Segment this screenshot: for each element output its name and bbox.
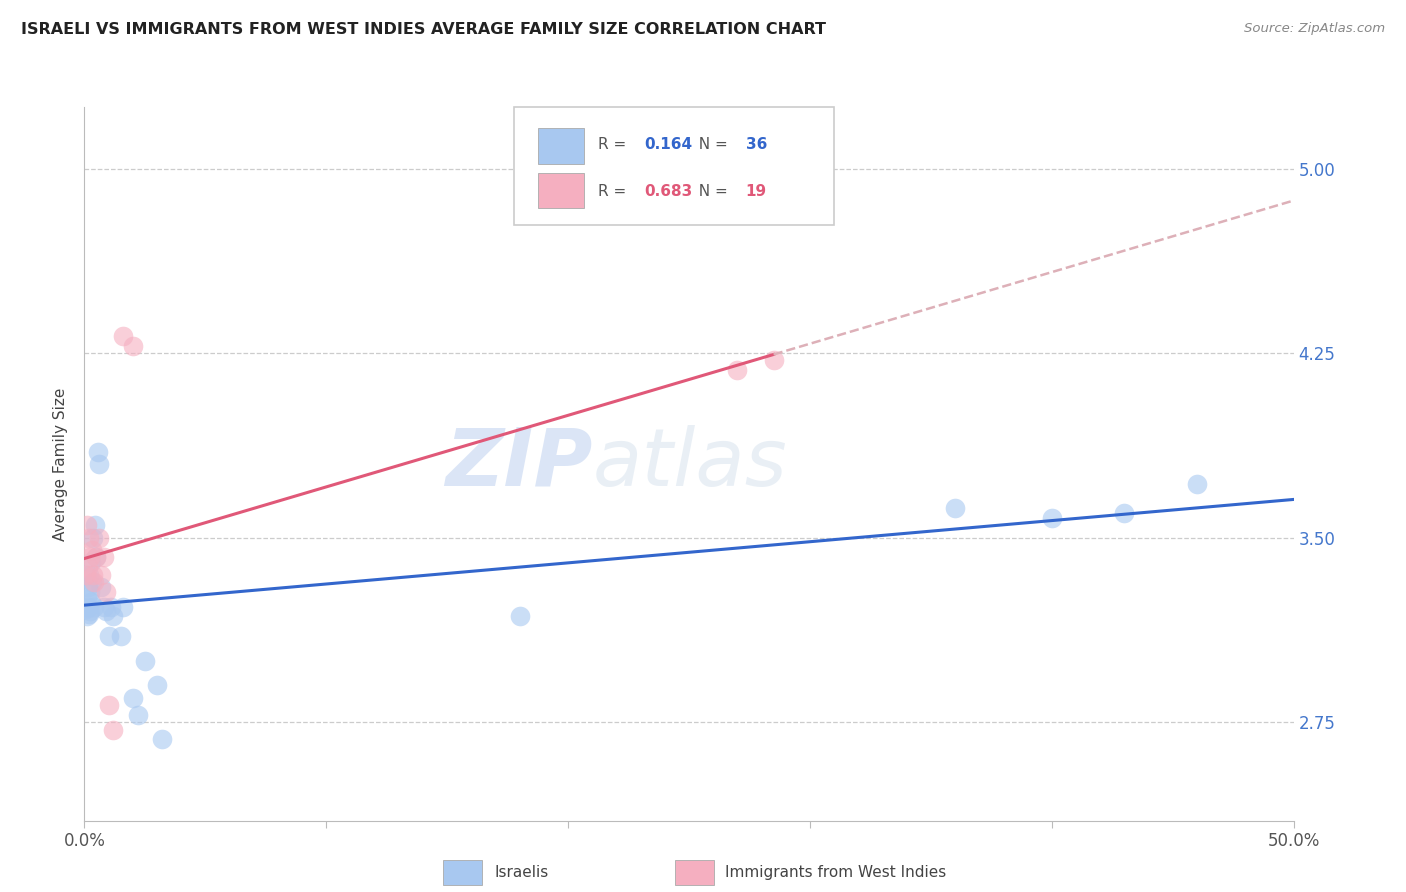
Point (112, 329, 135, 343)
Point (87, 531, 110, 545)
Point (82, 531, 104, 545)
Text: Immigrants from West Indies: Immigrants from West Indies (725, 865, 946, 880)
Text: Source: ZipAtlas.com: Source: ZipAtlas.com (1244, 22, 1385, 36)
Point (1185, 476, 1208, 491)
Point (97, 698, 120, 712)
Point (76, 592, 98, 607)
Point (77, 607, 100, 621)
Point (97, 629, 120, 643)
Point (77, 580, 100, 594)
Point (75, 567, 97, 582)
Point (77, 531, 100, 545)
Point (86, 444, 108, 458)
Point (83, 574, 105, 589)
Point (134, 654, 156, 668)
Point (94, 584, 117, 599)
Point (725, 363, 748, 377)
Point (943, 501, 966, 516)
Y-axis label: Average Family Size: Average Family Size (53, 387, 69, 541)
Point (1114, 506, 1136, 520)
Point (100, 599, 122, 614)
FancyBboxPatch shape (513, 107, 834, 225)
Point (103, 609, 125, 624)
Point (121, 339, 143, 353)
FancyBboxPatch shape (538, 173, 583, 209)
Point (146, 678, 169, 692)
Point (93, 599, 115, 614)
Point (76, 599, 98, 614)
Text: N =: N = (689, 136, 733, 152)
Point (84, 518, 107, 533)
Point (87, 457, 110, 471)
Text: N =: N = (689, 184, 733, 199)
Point (76, 609, 98, 624)
Text: 36: 36 (745, 136, 768, 152)
Text: atlas: atlas (592, 425, 787, 503)
Text: ISRAELI VS IMMIGRANTS FROM WEST INDIES AVERAGE FAMILY SIZE CORRELATION CHART: ISRAELI VS IMMIGRANTS FROM WEST INDIES A… (21, 22, 827, 37)
Point (86, 550, 108, 565)
FancyBboxPatch shape (538, 128, 583, 164)
Point (77, 567, 100, 582)
Point (90, 567, 112, 582)
Text: 19: 19 (745, 184, 766, 199)
Point (80, 574, 103, 589)
Point (79, 605, 101, 619)
Point (94, 605, 117, 619)
Point (93, 550, 115, 565)
Point (112, 599, 135, 614)
Point (77, 560, 100, 574)
Point (79, 584, 101, 599)
Text: Israelis: Israelis (495, 865, 550, 880)
Text: ZIP: ZIP (444, 425, 592, 503)
Point (80, 543, 103, 558)
Point (75, 602, 97, 616)
Point (509, 609, 531, 624)
Text: 0.164: 0.164 (644, 136, 692, 152)
Point (127, 707, 149, 722)
Point (150, 732, 173, 747)
Point (86, 550, 108, 565)
Text: 0.683: 0.683 (644, 184, 692, 199)
Text: R =: R = (599, 184, 631, 199)
Point (76, 518, 98, 533)
Point (110, 629, 132, 643)
Point (90, 580, 112, 594)
Point (762, 353, 785, 368)
Point (83, 599, 105, 614)
Point (103, 723, 125, 737)
Point (79, 594, 101, 608)
Point (121, 690, 143, 705)
Point (80, 555, 103, 569)
Point (79, 550, 101, 565)
Point (1040, 511, 1063, 525)
Point (82, 567, 104, 582)
Text: R =: R = (599, 136, 631, 152)
